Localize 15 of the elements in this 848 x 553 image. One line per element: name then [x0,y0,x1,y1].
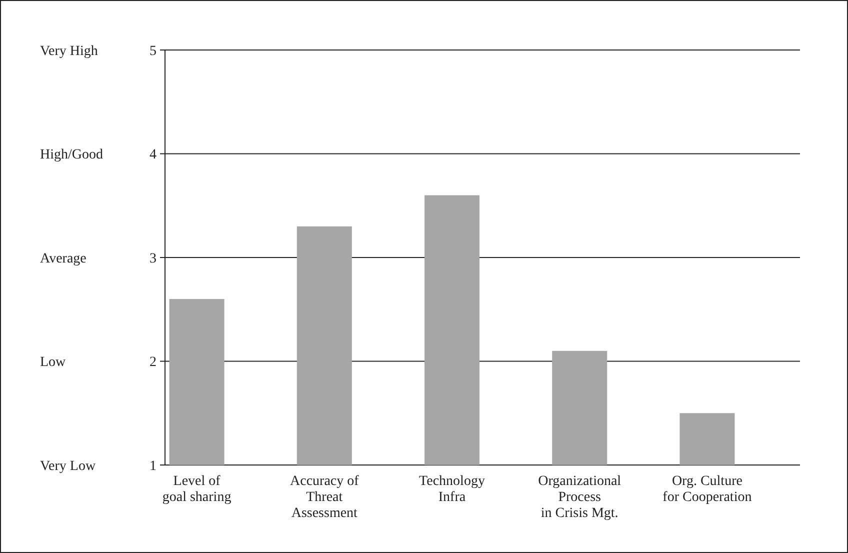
x-tick-label: Technology Infra [419,474,485,505]
text: Very High [40,44,98,59]
text: Average [40,251,86,266]
text: High/Good [40,148,103,163]
x-tick-label: Accuracy of Threat Assessment [290,474,360,521]
y-tick-label: 5 [150,44,156,59]
x-tick-label: Org. Culture for Cooperation [662,474,752,505]
x-tick-label: Organizational Process in Crisis Mgt. [538,474,622,521]
y-tick-label: 4 [150,148,156,163]
y-tick-label: 1 [150,458,156,474]
y-tick-label: 3 [150,251,156,266]
text: Low [40,355,67,370]
y-tick-label: 2 [150,355,156,370]
text: Very Low [40,458,96,474]
x-tick-label: Level of goal sharing [162,474,232,505]
